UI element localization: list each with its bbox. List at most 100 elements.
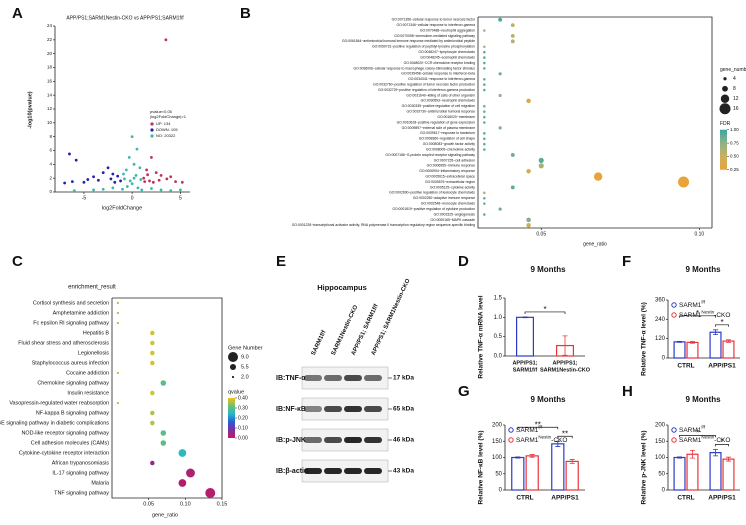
y-tick-label: 200 [655, 423, 666, 429]
point [101, 171, 105, 175]
dot [205, 488, 216, 498]
y-tick-label: 8 [49, 134, 52, 139]
significance-bracket [679, 435, 716, 438]
point [92, 188, 95, 192]
y-axis-label: Relative NF-κB level (%) [478, 430, 485, 504]
x-tick-label: APP/PS1 [551, 495, 579, 502]
x-tick-label: SARM1Nestin-CKO [540, 367, 591, 373]
legend-marker [150, 134, 154, 138]
legend-label: SARM1 [679, 437, 702, 444]
legend-title: |log2FoldChange|>1 [150, 114, 187, 119]
point [139, 178, 143, 181]
size-legend-marker [723, 77, 727, 81]
size-legend-marker [719, 103, 731, 115]
category-label: Chemokine signaling pathway [37, 380, 109, 386]
blot-band [364, 437, 382, 443]
panel-label: D [458, 253, 469, 270]
category-label: GO:0071346~cellular response to interfer… [397, 23, 476, 27]
category-label: Cell adhesion molecules (CAMs) [31, 440, 109, 446]
y-tick-label: 360 [655, 298, 666, 304]
legend-marker [671, 427, 677, 433]
bar [686, 453, 699, 491]
size-label: 17 kDa [393, 375, 414, 382]
y-tick-label: 240 [655, 317, 666, 323]
dot [593, 172, 603, 181]
dot [483, 121, 486, 124]
y-tick-label: 0.5 [494, 334, 503, 340]
y-tick-label: 12 [47, 106, 53, 111]
color-tick-label: 0.50 [730, 154, 739, 159]
x-tick-label: APP/PS1; [512, 360, 537, 366]
color-tick-label: 0.30 [238, 405, 248, 411]
lane-label: APP/PS1; SARM1Nestin-CKO [371, 278, 412, 357]
size-legend-marker [228, 352, 238, 362]
y-tick-label: 2 [49, 175, 52, 180]
point [111, 172, 115, 176]
bar [511, 456, 525, 491]
point [116, 174, 120, 178]
category-label: GO:0009617~response to bacterium [420, 131, 475, 135]
category-label: GO:0008083~growth factor activity [423, 142, 476, 146]
point [92, 175, 95, 179]
significance-bracket [679, 315, 716, 318]
category-label: GO:0000165~MAPK cascade [430, 218, 475, 222]
point [106, 166, 110, 170]
legend-label: NO: 20322 [156, 133, 176, 138]
blot-band [364, 468, 382, 474]
point [159, 188, 163, 192]
blot-band [364, 375, 382, 381]
category-label: GO:0002548~monocyte chemotaxis [421, 202, 475, 206]
error-bar [689, 449, 695, 459]
dot [498, 93, 502, 98]
dot [483, 142, 486, 146]
legend-marker [508, 437, 514, 443]
dot [483, 110, 486, 113]
color-bar [228, 398, 235, 438]
panel-label: E [276, 253, 286, 270]
legend-marker [671, 302, 677, 308]
legend-label-suffix: -CKO [551, 437, 567, 444]
category-label: GO:0006955~immune response [427, 164, 475, 168]
category-label: GO:0005125~cytokine activity [430, 185, 475, 189]
y-tick-label: 50 [658, 471, 665, 477]
dot [483, 50, 486, 54]
blot-band [304, 468, 322, 474]
category-label: GO:0002690~positive regulation of leukoc… [389, 191, 475, 195]
category-label: GO:0030335~positive regulation of cell m… [402, 104, 476, 108]
significance-bracket [715, 324, 729, 327]
y-tick-label: 150 [492, 439, 503, 445]
row-label: IB:β-actin [276, 468, 308, 475]
point [150, 156, 153, 159]
chart-title: enrichment_result [68, 285, 116, 291]
dot [483, 137, 486, 141]
error-bar [562, 335, 568, 356]
color-bar [720, 129, 727, 170]
point [68, 152, 71, 156]
point [128, 179, 132, 183]
size-legend-label: 2.0 [241, 374, 249, 380]
point [157, 178, 161, 182]
dot [178, 479, 187, 487]
legend-label-suffix: -CKO [714, 312, 730, 319]
point [146, 173, 149, 177]
y-axis-label: Relative p-JNK level (%) [641, 430, 648, 504]
legend-entry: SARM1f/f [679, 300, 706, 309]
dot [150, 420, 155, 426]
point [151, 180, 155, 184]
size-legend-label: 4 [733, 76, 736, 82]
x-tick-label: APP/PS1 [708, 495, 736, 502]
x-tick-label: 0.15 [217, 501, 228, 507]
y-axis-label: Relative TNF-α level (%) [641, 302, 648, 376]
category-label: GO:0016020~membrane [437, 115, 475, 119]
error-bar [677, 456, 683, 459]
y-tick-label: 0 [662, 356, 666, 362]
point [122, 172, 125, 176]
category-label: GO:0070488~neutrophil aggregation [420, 28, 475, 32]
legend-label: SARM1 [516, 437, 539, 444]
dot [178, 449, 187, 457]
color-tick-label: 0.10 [238, 425, 248, 431]
category-label: GO:0005576~extracellular region [425, 180, 475, 184]
dot [483, 148, 486, 151]
point [136, 186, 140, 190]
